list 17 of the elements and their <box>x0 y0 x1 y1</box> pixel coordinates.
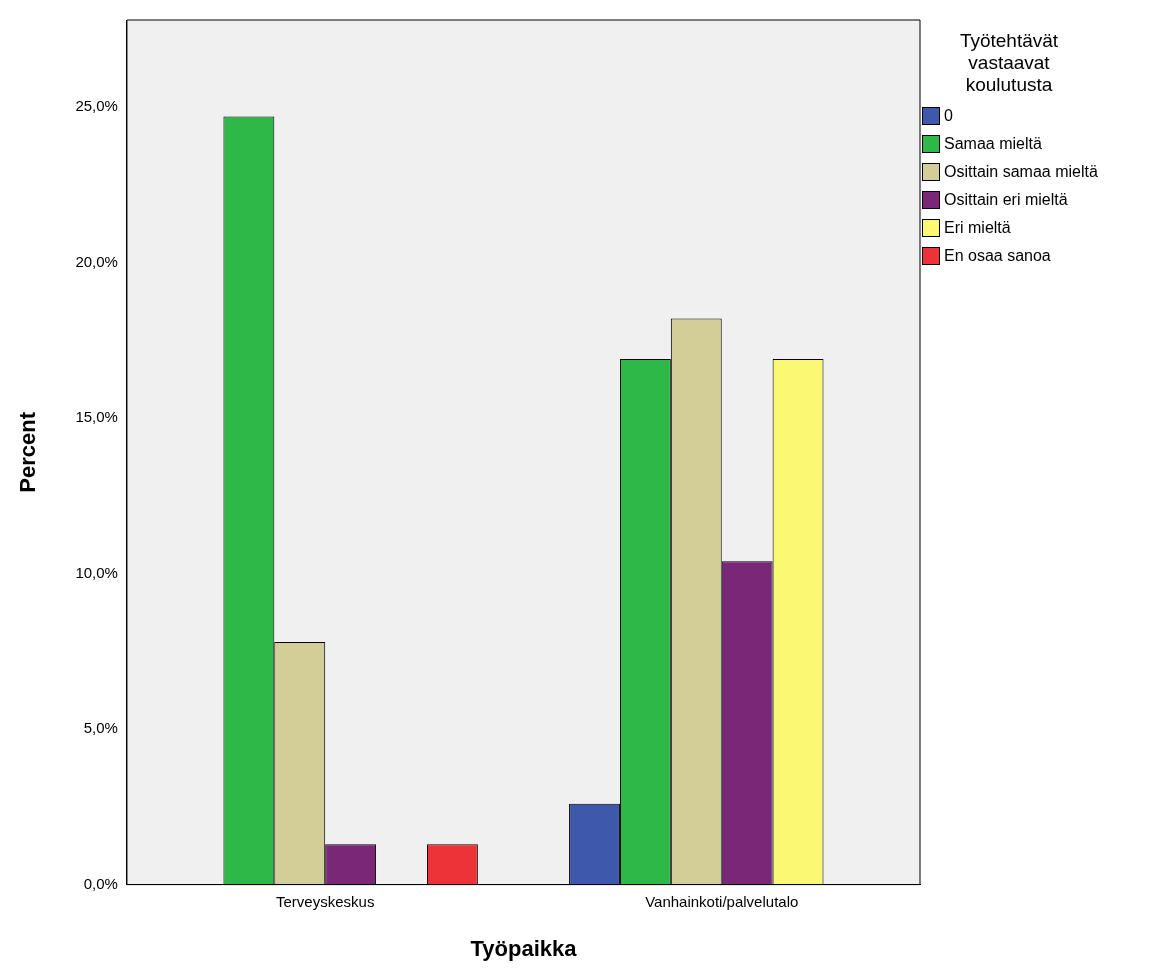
legend-label: Osittain samaa mieltä <box>944 163 1098 181</box>
y-tick-label: 20,0% <box>75 252 118 270</box>
y-axis-title: Percent <box>15 411 41 493</box>
legend-label: Osittain eri mieltä <box>944 191 1068 209</box>
y-tick-label: 5,0% <box>83 719 118 737</box>
legend-label: 0 <box>944 107 953 125</box>
x-tick-label: Vanhainkoti/palvelutalo <box>645 892 799 910</box>
y-tick-label: 10,0% <box>75 563 118 581</box>
legend-label: En osaa sanoa <box>944 247 1051 265</box>
y-tick-label: 0,0% <box>83 874 118 892</box>
legend-label: Samaa mieltä <box>944 135 1042 153</box>
legend-title: Työtehtävät vastaavat koulutusta <box>958 30 1060 96</box>
y-tick-label: 15,0% <box>75 408 118 426</box>
y-tick-label: 25,0% <box>75 97 118 115</box>
x-tick-label: Terveyskeskus <box>276 892 375 910</box>
x-axis-title: Työpaikka <box>470 935 578 961</box>
legend-label: Eri mieltä <box>944 219 1011 237</box>
